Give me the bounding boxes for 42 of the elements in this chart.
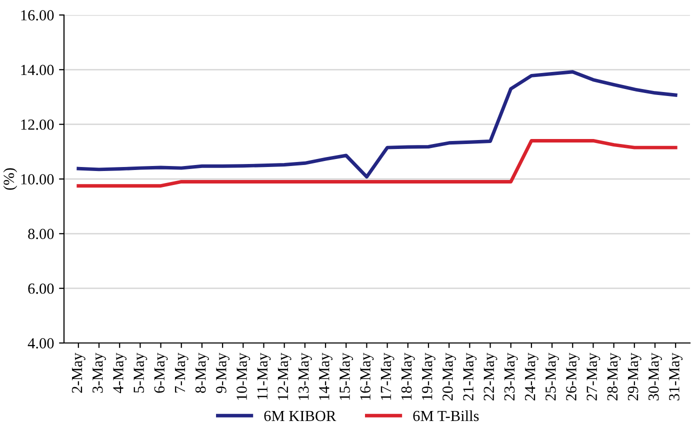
x-tick-label: 12-May xyxy=(278,352,292,400)
x-tick-label: 14-May xyxy=(319,352,332,400)
x-tick-label: 27-May xyxy=(586,352,600,400)
x-tick-label: 29-May xyxy=(628,352,642,400)
x-tick-label: 23-May xyxy=(504,352,518,400)
line-series xyxy=(76,139,678,188)
x-tick-label: 8-May xyxy=(195,352,209,393)
x-tick-label: 22-May xyxy=(484,352,498,400)
y-tick-label: 16.00 xyxy=(21,10,54,21)
x-tick-label: 28-May xyxy=(607,352,621,400)
x-tick-label: 24-May xyxy=(524,352,538,400)
y-tick-label: 8.00 xyxy=(28,228,54,240)
y-tick-label: 12.00 xyxy=(21,119,54,130)
y-tick-label: 14.00 xyxy=(21,64,54,76)
x-tick-label: 13-May xyxy=(298,352,312,400)
x-tick-label: 26-May xyxy=(566,352,580,400)
x-tick-label: 10-May xyxy=(236,352,250,400)
x-tick-label: 9-May xyxy=(216,352,230,393)
y-tick-label: 10.00 xyxy=(21,174,54,185)
x-tick-label: 16-May xyxy=(360,352,374,400)
x-tick-label: 5-May xyxy=(134,352,148,393)
legend-label: 6M T-Bills xyxy=(413,410,479,422)
y-axis-title: (%) xyxy=(3,168,18,190)
x-tick-label: 11-May xyxy=(257,352,271,400)
x-tick-label: 15-May xyxy=(340,352,354,400)
x-tick-label: 3-May xyxy=(92,352,106,393)
x-tick-label: 4-May xyxy=(113,352,127,394)
x-tick-label: 19-May xyxy=(422,352,436,400)
x-tick-label: 30-May xyxy=(648,352,662,400)
x-tick-label: 21-May xyxy=(463,352,477,400)
x-tick-label: 17-May xyxy=(380,352,394,400)
legend-label: 6M KIBOR xyxy=(264,410,336,422)
x-tick-label: 2-May xyxy=(72,352,86,393)
x-tick-label: 18-May xyxy=(401,352,415,400)
x-tick-label: 25-May xyxy=(546,352,559,400)
x-tick-label: 20-May xyxy=(442,352,456,400)
y-tick-label: 6.00 xyxy=(28,283,54,294)
y-tick-label: 4.00 xyxy=(28,338,54,349)
line-series xyxy=(76,70,678,179)
x-tick-label: 31-May xyxy=(669,352,683,400)
x-tick-label: 7-May xyxy=(175,352,188,392)
x-tick-label: 6-May xyxy=(154,352,168,393)
